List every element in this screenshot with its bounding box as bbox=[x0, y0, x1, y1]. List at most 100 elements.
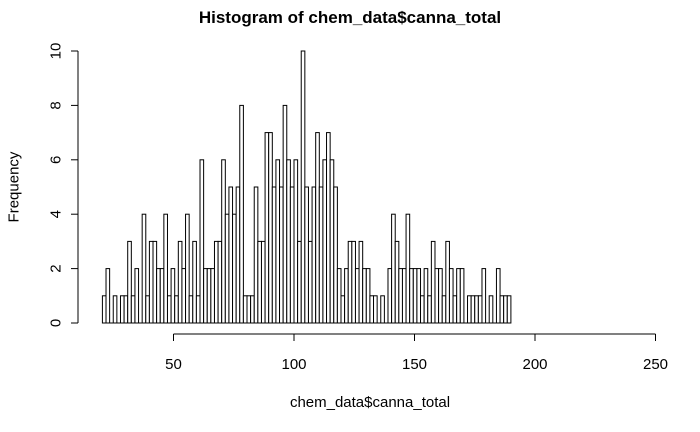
histogram-bar bbox=[344, 268, 349, 324]
histogram-bar bbox=[347, 240, 353, 324]
histogram-bar bbox=[286, 159, 291, 324]
histogram-bar bbox=[297, 240, 302, 324]
histogram-bar bbox=[365, 268, 371, 324]
histogram-bar bbox=[159, 268, 165, 324]
histogram-bar bbox=[362, 268, 367, 324]
chart-title: Histogram of chem_data$canna_total bbox=[198, 8, 502, 27]
histogram-bar bbox=[264, 132, 270, 324]
histogram-bar bbox=[354, 268, 360, 324]
y-tick-label: 2 bbox=[48, 264, 65, 272]
histogram-bar bbox=[329, 159, 335, 324]
histogram-bar bbox=[459, 268, 465, 324]
histogram-bar bbox=[387, 268, 393, 324]
histogram-bar bbox=[112, 295, 118, 324]
histogram-bar bbox=[423, 268, 429, 324]
histogram-bar bbox=[232, 213, 237, 324]
y-tick-label: 10 bbox=[48, 43, 65, 60]
y-tick-label: 8 bbox=[48, 101, 65, 109]
y-axis: 0 2 4 6 8 10 bbox=[48, 43, 79, 327]
histogram-bar bbox=[318, 186, 324, 324]
histogram-bar bbox=[322, 159, 328, 324]
histogram-bar bbox=[148, 240, 154, 324]
histogram-bar bbox=[134, 268, 140, 324]
histogram-bar bbox=[503, 295, 508, 324]
histogram-bar bbox=[141, 213, 147, 324]
histogram-bar bbox=[315, 132, 320, 324]
histogram-bar bbox=[430, 240, 436, 324]
histogram-bar bbox=[203, 268, 208, 324]
histogram-bar bbox=[369, 295, 375, 324]
histogram-bar bbox=[199, 159, 205, 324]
histogram-bar bbox=[217, 240, 223, 324]
histogram-bar bbox=[326, 132, 331, 324]
histogram-bar bbox=[304, 186, 309, 324]
histogram-bar bbox=[391, 213, 396, 324]
histogram-bar bbox=[470, 295, 476, 324]
histogram-bar bbox=[188, 295, 194, 324]
histogram-bar bbox=[210, 268, 215, 324]
histogram-bar bbox=[163, 213, 168, 324]
histogram-bar bbox=[260, 240, 266, 324]
histogram-bar bbox=[105, 268, 111, 324]
histogram-bar bbox=[206, 268, 212, 324]
histogram-bar bbox=[235, 186, 241, 324]
histogram-bar bbox=[445, 240, 450, 324]
histogram-bar bbox=[279, 186, 284, 324]
x-tick-label: 250 bbox=[643, 356, 668, 373]
x-axis-label: chem_data$canna_total bbox=[289, 394, 451, 411]
histogram-bar bbox=[380, 295, 385, 324]
x-tick-label: 150 bbox=[402, 356, 427, 373]
x-tick-label: 50 bbox=[165, 356, 182, 373]
histogram-bar bbox=[398, 268, 403, 324]
histogram-bar bbox=[156, 268, 161, 324]
histogram-bar bbox=[242, 295, 248, 324]
histogram-bar bbox=[239, 104, 244, 324]
histogram-bar bbox=[448, 268, 454, 324]
histogram-bar bbox=[293, 159, 299, 324]
histogram-bar bbox=[253, 186, 259, 324]
histogram-bar bbox=[506, 295, 512, 324]
histogram-bar bbox=[427, 295, 432, 324]
histogram-bar bbox=[289, 186, 295, 324]
histogram-bar bbox=[192, 240, 197, 324]
histogram-bar bbox=[452, 295, 458, 324]
histogram-bar bbox=[174, 295, 179, 324]
y-tick-label: 4 bbox=[48, 210, 65, 218]
histogram-bar bbox=[195, 295, 201, 324]
histogram-bar bbox=[170, 268, 176, 324]
histogram-bar bbox=[123, 295, 129, 324]
x-tick-label: 100 bbox=[281, 356, 306, 373]
histogram-bar bbox=[282, 104, 288, 324]
histogram-bar bbox=[221, 159, 226, 324]
histogram-bar bbox=[438, 268, 443, 324]
histogram-bar bbox=[250, 295, 255, 324]
histogram-bar bbox=[246, 295, 252, 324]
histogram-bar bbox=[271, 186, 277, 324]
histogram-bar bbox=[275, 159, 281, 324]
histogram-bar bbox=[481, 268, 487, 324]
histogram-bar bbox=[499, 295, 505, 324]
histogram-bar bbox=[333, 186, 338, 324]
histogram-bar bbox=[441, 295, 447, 324]
histogram-bar bbox=[152, 240, 158, 324]
histogram-bar bbox=[311, 186, 317, 324]
histogram-bar bbox=[213, 240, 219, 324]
x-axis: 50 100 150 200 250 bbox=[165, 333, 668, 373]
histogram-bar bbox=[130, 295, 136, 324]
histogram-bar bbox=[257, 240, 262, 324]
histogram-bar bbox=[307, 240, 313, 324]
histogram-bar bbox=[409, 268, 414, 324]
histogram-bar bbox=[185, 213, 190, 324]
histogram-bar bbox=[416, 268, 422, 324]
histogram-bar bbox=[401, 268, 407, 324]
histogram-bar bbox=[351, 240, 356, 324]
histogram-bar bbox=[177, 240, 183, 324]
histogram-bar bbox=[268, 132, 273, 324]
histogram-bar bbox=[456, 268, 461, 324]
histogram-bar bbox=[119, 295, 125, 324]
histogram-bar bbox=[434, 268, 440, 324]
histogram-bar bbox=[358, 240, 364, 324]
histogram-bar bbox=[405, 213, 411, 324]
histogram-bar bbox=[224, 213, 230, 324]
histogram-bar bbox=[477, 295, 483, 324]
